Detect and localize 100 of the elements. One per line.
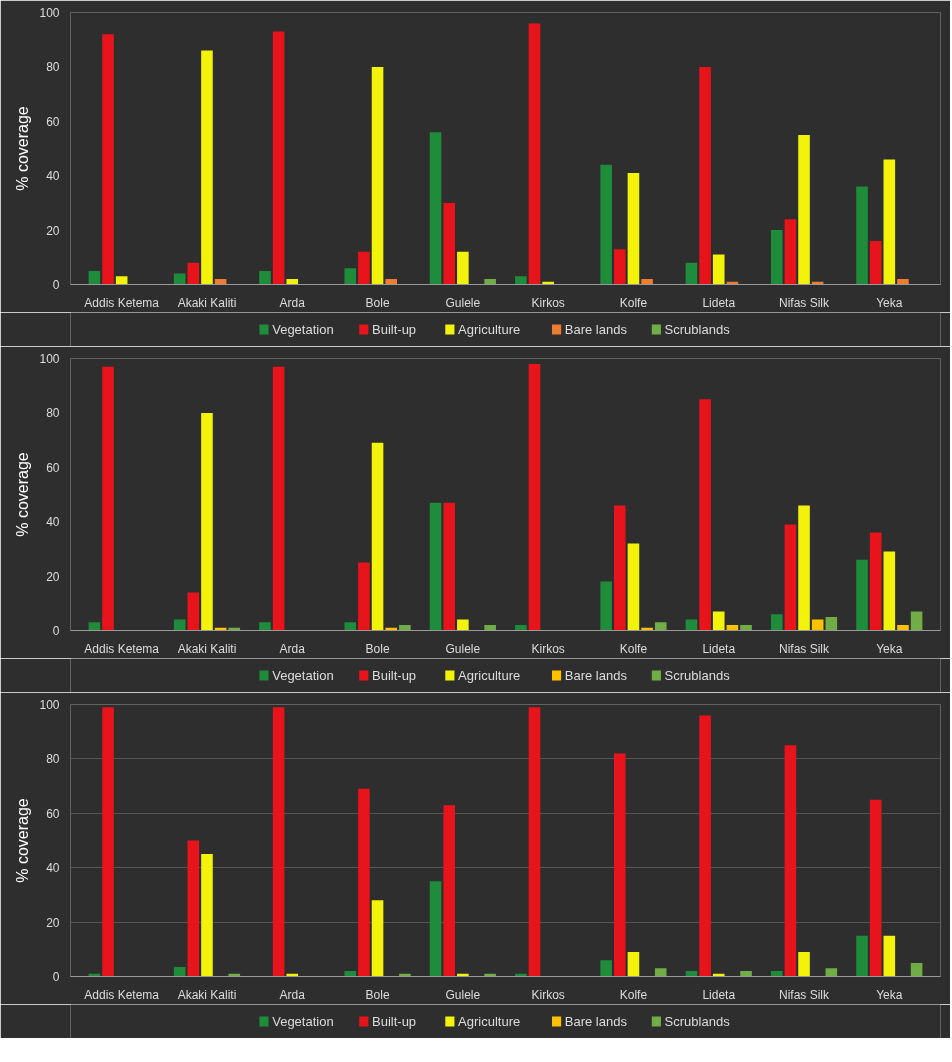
bar xyxy=(798,134,810,285)
bar xyxy=(358,562,370,631)
x-tick-label: Arda xyxy=(279,987,306,1002)
x-tick-label: Gulele xyxy=(445,641,481,656)
bar xyxy=(371,900,384,977)
bar xyxy=(102,707,114,977)
bar xyxy=(344,268,357,285)
legend-label: Vegetation xyxy=(272,1014,334,1029)
x-tick-label: Nifas Silk xyxy=(779,295,831,310)
legend-label: Vegetation xyxy=(272,322,334,337)
y-tick-label: 0 xyxy=(52,278,60,292)
y-tick-label: 80 xyxy=(46,406,60,421)
bar xyxy=(654,622,667,631)
x-tick-label: Bole xyxy=(365,295,390,310)
bar xyxy=(443,202,456,285)
bar xyxy=(910,962,923,977)
y-tick-label: 100 xyxy=(39,698,60,712)
legend-label: Built-up xyxy=(372,1014,417,1029)
legend-label: Scrublands xyxy=(664,668,731,683)
x-tick-label: Lideta xyxy=(702,641,736,656)
x-tick-label: Kirkos xyxy=(531,295,565,310)
x-tick-label: Yeka xyxy=(876,987,903,1002)
bar xyxy=(371,66,384,285)
bar xyxy=(856,935,868,977)
bar xyxy=(740,971,752,977)
bar xyxy=(528,23,541,285)
y-tick-label: 40 xyxy=(46,861,60,876)
legend-label: Agriculture xyxy=(458,322,521,337)
bar xyxy=(484,625,496,631)
bar xyxy=(856,186,868,285)
bar xyxy=(613,505,626,631)
bar xyxy=(798,952,810,977)
bar xyxy=(201,412,213,631)
x-tick-label: Yeka xyxy=(876,641,903,656)
x-tick-label: Kolfe xyxy=(619,987,648,1002)
bar xyxy=(358,788,370,977)
bar xyxy=(187,262,200,285)
legend-label: Built-up xyxy=(372,668,417,683)
bar xyxy=(443,805,456,977)
bar xyxy=(272,707,285,977)
x-tick-label: Addis Ketema xyxy=(84,987,160,1002)
bar xyxy=(883,159,896,285)
bar xyxy=(699,399,711,631)
bar xyxy=(385,279,398,285)
x-tick-label: Yeka xyxy=(876,295,903,310)
bar xyxy=(784,219,797,285)
legend-label: Bare lands xyxy=(564,1014,628,1029)
bar xyxy=(869,240,882,285)
y-tick-label: 20 xyxy=(46,569,60,584)
x-tick-label: Akaki Kaliti xyxy=(177,987,237,1002)
bar xyxy=(600,581,612,631)
bar xyxy=(685,262,698,285)
bar xyxy=(358,251,370,285)
y-tick-label: 60 xyxy=(46,460,60,475)
legend-label: Scrublands xyxy=(664,322,731,337)
x-tick-label: Nifas Silk xyxy=(779,987,831,1002)
bar xyxy=(825,616,838,631)
bar xyxy=(515,625,527,631)
legend-label: Agriculture xyxy=(458,1014,521,1029)
y-tick-label: 100 xyxy=(39,6,60,20)
bar xyxy=(641,279,653,285)
bar xyxy=(883,551,896,631)
bar xyxy=(740,625,752,631)
bar xyxy=(627,172,640,285)
bar xyxy=(869,532,882,631)
x-tick-label: Lideta xyxy=(702,987,736,1002)
bar xyxy=(613,753,626,977)
x-tick-label: Arda xyxy=(279,295,306,310)
y-tick-label: 20 xyxy=(46,915,60,930)
x-tick-label: Addis Ketema xyxy=(84,641,160,656)
x-tick-label: Arda xyxy=(279,641,306,656)
bar xyxy=(613,249,626,285)
bar xyxy=(528,363,541,631)
bar xyxy=(770,230,783,285)
legend-label: Scrublands xyxy=(664,1014,731,1029)
bar xyxy=(825,968,838,977)
y-axis-title: % coverage xyxy=(14,452,32,537)
bar xyxy=(344,971,357,977)
bar xyxy=(770,614,783,631)
bar xyxy=(371,442,384,631)
y-tick-label: 40 xyxy=(46,169,60,184)
bar xyxy=(856,559,868,631)
x-tick-label: Gulele xyxy=(445,295,481,310)
bar xyxy=(187,592,200,631)
bar xyxy=(201,854,213,977)
bar xyxy=(712,611,725,631)
bar xyxy=(259,270,271,285)
x-tick-label: Kirkos xyxy=(531,641,565,656)
bar xyxy=(88,622,101,631)
bar xyxy=(869,799,882,977)
bar xyxy=(429,502,442,631)
legend-label: Bare lands xyxy=(564,668,628,683)
x-tick-label: Akaki Kaliti xyxy=(177,295,237,310)
bar xyxy=(457,251,469,285)
x-tick-label: Nifas Silk xyxy=(779,641,831,656)
bar xyxy=(429,881,442,977)
bar xyxy=(173,966,186,977)
legend-label: Built-up xyxy=(372,322,417,337)
bar xyxy=(627,952,640,977)
bar xyxy=(770,971,783,977)
